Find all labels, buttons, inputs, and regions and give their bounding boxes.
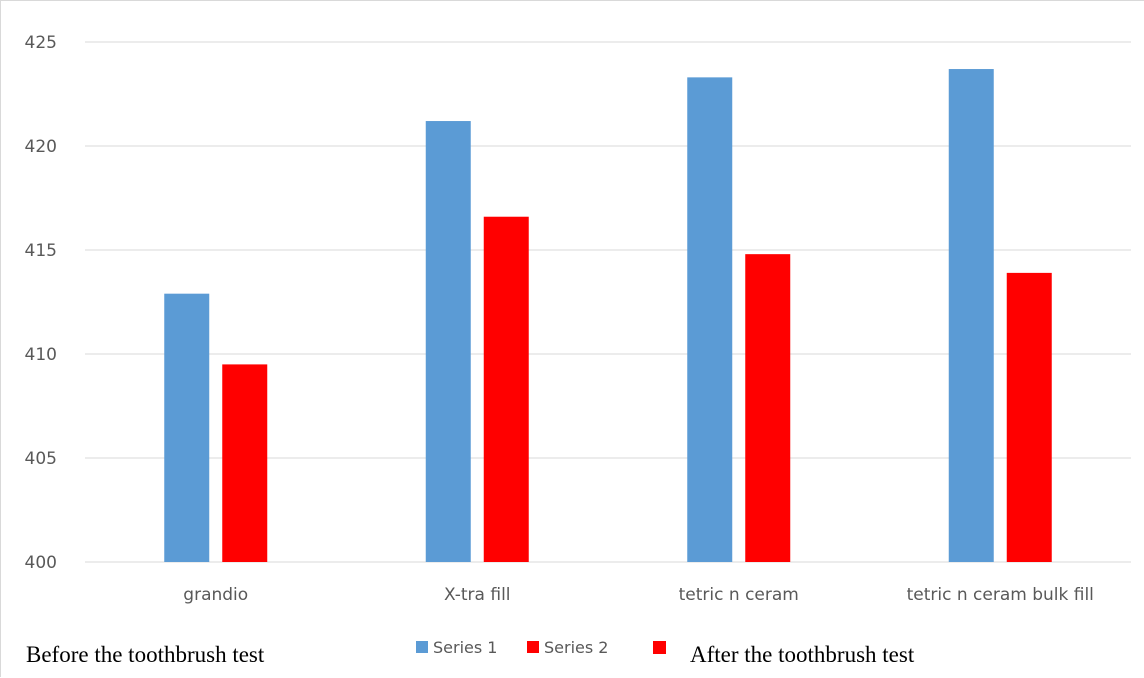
legend-label-series-1: Series 1 bbox=[433, 638, 497, 657]
legend-annotation-after: After the toothbrush test bbox=[690, 642, 915, 667]
bars bbox=[164, 69, 1052, 563]
y-tick-label: 415 bbox=[25, 241, 57, 261]
bar-series-1-0 bbox=[164, 293, 210, 562]
bar-series-1-2 bbox=[687, 77, 733, 563]
bar-series-1-1 bbox=[425, 121, 471, 562]
legend: Before the toothbrush test Series 1 Series… bbox=[26, 638, 915, 667]
y-tick-label: 425 bbox=[25, 33, 57, 53]
bar-series-2-3 bbox=[1006, 272, 1052, 562]
bar-series-2-0 bbox=[222, 364, 268, 562]
bar-series-2-1 bbox=[483, 216, 529, 562]
x-tick-label: tetric n ceram bbox=[679, 585, 799, 605]
legend-label-series-2: Series 2 bbox=[544, 638, 608, 657]
y-tick-label: 405 bbox=[25, 449, 57, 469]
x-tick-label: tetric n ceram bulk fill bbox=[907, 585, 1094, 605]
x-axis-tick-labels: grandio X-tra fill tetric n ceram tetric n … bbox=[183, 585, 1094, 605]
y-tick-label: 420 bbox=[25, 137, 57, 157]
y-axis-tick-labels: 400 405 410 415 420 425 bbox=[25, 33, 57, 573]
y-tick-label: 400 bbox=[25, 553, 57, 573]
legend-swatch-series-2 bbox=[527, 641, 539, 653]
bar-series-2-2 bbox=[745, 254, 791, 562]
legend-swatch-series-1 bbox=[416, 641, 428, 653]
x-tick-label: grandio bbox=[183, 585, 248, 605]
legend-swatch-after bbox=[653, 641, 666, 654]
bar-series-1-3 bbox=[948, 69, 994, 562]
x-tick-label: X-tra fill bbox=[444, 585, 511, 605]
legend-annotation-before: Before the toothbrush test bbox=[26, 642, 265, 667]
y-tick-label: 410 bbox=[25, 345, 57, 365]
